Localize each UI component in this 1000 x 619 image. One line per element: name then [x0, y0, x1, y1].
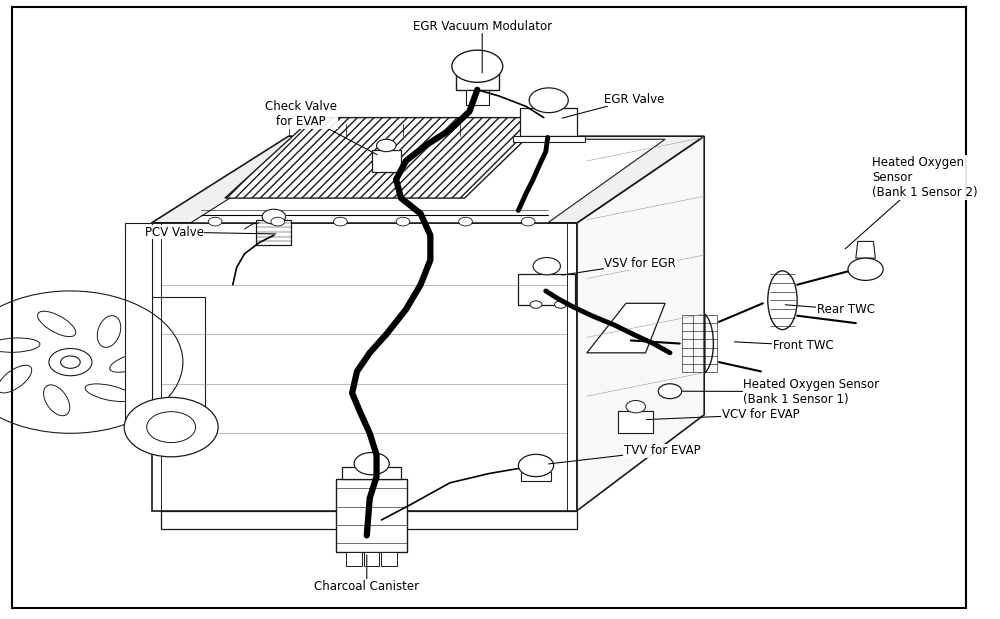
Polygon shape [346, 552, 362, 566]
Text: Check Valve
for EVAP: Check Valve for EVAP [265, 100, 377, 155]
Circle shape [518, 454, 554, 477]
Polygon shape [456, 66, 499, 90]
Circle shape [377, 139, 396, 152]
Text: Heated Oxygen
Sensor
(Bank 1 Sensor 2): Heated Oxygen Sensor (Bank 1 Sensor 2) [845, 156, 978, 249]
Polygon shape [152, 136, 704, 223]
Polygon shape [587, 303, 665, 353]
Polygon shape [161, 511, 577, 529]
Polygon shape [342, 529, 391, 542]
Text: VSV for EGR: VSV for EGR [562, 256, 676, 275]
Polygon shape [256, 220, 291, 245]
Polygon shape [513, 136, 585, 142]
Polygon shape [521, 472, 551, 481]
Circle shape [354, 452, 389, 475]
Polygon shape [342, 467, 401, 479]
Circle shape [271, 217, 285, 226]
Text: Rear TWC: Rear TWC [785, 303, 875, 316]
Text: Heated Oxygen Sensor
(Bank 1 Sensor 1): Heated Oxygen Sensor (Bank 1 Sensor 1) [683, 378, 879, 405]
Text: VCV for EVAP: VCV for EVAP [646, 408, 799, 422]
Polygon shape [372, 150, 401, 172]
Ellipse shape [685, 311, 713, 376]
Polygon shape [577, 136, 704, 511]
Polygon shape [618, 411, 653, 433]
Polygon shape [518, 274, 575, 305]
Polygon shape [364, 552, 379, 566]
Circle shape [459, 217, 472, 226]
Text: Charcoal Canister: Charcoal Canister [314, 555, 419, 593]
Polygon shape [856, 241, 875, 258]
Circle shape [208, 217, 222, 226]
Polygon shape [520, 108, 577, 136]
Circle shape [529, 88, 568, 113]
Polygon shape [381, 552, 397, 566]
Polygon shape [336, 479, 407, 552]
Circle shape [658, 384, 682, 399]
Polygon shape [152, 297, 205, 427]
Text: Front TWC: Front TWC [734, 339, 833, 352]
Circle shape [124, 397, 218, 457]
Circle shape [530, 301, 542, 308]
Circle shape [521, 217, 535, 226]
Polygon shape [466, 90, 489, 105]
Circle shape [334, 217, 347, 226]
Circle shape [147, 412, 196, 443]
Circle shape [533, 258, 560, 275]
Polygon shape [191, 139, 665, 223]
Circle shape [61, 356, 80, 368]
Circle shape [262, 209, 286, 224]
Circle shape [555, 301, 566, 308]
Text: TVV for EVAP: TVV for EVAP [549, 444, 701, 464]
Polygon shape [225, 118, 548, 198]
Text: EGR Valve: EGR Valve [562, 92, 665, 118]
Circle shape [452, 50, 503, 82]
Circle shape [49, 348, 92, 376]
Circle shape [396, 217, 410, 226]
Text: PCV Valve: PCV Valve [145, 225, 276, 239]
Polygon shape [152, 223, 577, 511]
Text: EGR Vacuum Modulator: EGR Vacuum Modulator [413, 20, 552, 73]
Ellipse shape [768, 271, 797, 329]
Polygon shape [125, 223, 152, 433]
Circle shape [848, 258, 883, 280]
Circle shape [626, 400, 646, 413]
